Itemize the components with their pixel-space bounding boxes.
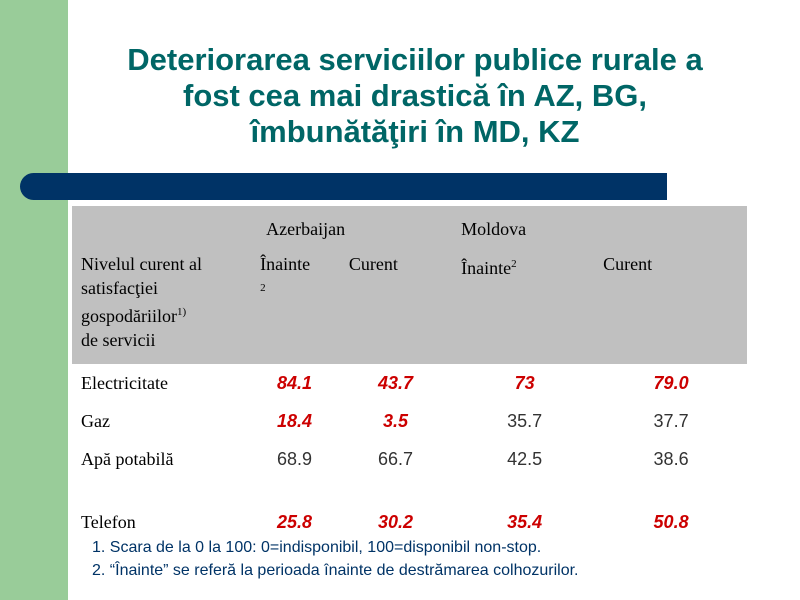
country-moldova: Moldova bbox=[461, 219, 527, 239]
az-before-value: 68.9 bbox=[276, 448, 313, 469]
row-header-line-2: satisfacţiei bbox=[81, 278, 158, 298]
column-header-row: Nivelul curent al satisfacţiei gospodări… bbox=[72, 242, 747, 364]
data-table-wrap: Azerbaijan Moldova Nivelul curent al sat… bbox=[72, 206, 747, 541]
az-current-value: 3.5 bbox=[382, 410, 408, 431]
table-row: Gaz 18.4 3.5 35.7 37.7 bbox=[72, 402, 747, 440]
blank-header-cell bbox=[72, 206, 252, 242]
md-before-label: Înainte bbox=[461, 258, 512, 278]
md-current-value: 38.6 bbox=[653, 448, 689, 469]
az-before-value: 18.4 bbox=[276, 410, 313, 431]
title-band bbox=[68, 0, 800, 172]
md-before-value: 35.7 bbox=[507, 410, 543, 431]
country-header-row: Azerbaijan Moldova bbox=[72, 206, 747, 242]
az-current-header: Curent bbox=[348, 254, 398, 274]
table-row: Telefon 25.8 30.2 35.4 50.8 bbox=[72, 503, 747, 541]
row-header-line-3: gospodăriilor bbox=[81, 306, 177, 326]
title-line-3: îmbunătăţiri în MD, KZ bbox=[250, 114, 580, 149]
md-before-value: 73 bbox=[514, 372, 535, 393]
md-before-value: 35.4 bbox=[507, 511, 543, 532]
md-before-value: 42.5 bbox=[507, 448, 543, 469]
table-row: Apă potabilă 68.9 66.7 42.5 38.6 bbox=[72, 440, 747, 478]
country-azerbaijan: Azerbaijan bbox=[266, 219, 346, 239]
row-label: Apă potabilă bbox=[81, 448, 174, 469]
az-before-header: Înainte 2 bbox=[252, 242, 337, 364]
md-current-value: 37.7 bbox=[653, 410, 689, 431]
md-before-header: Înainte2 bbox=[454, 242, 595, 364]
footnote-1: 1. Scara de la 0 la 100: 0=indisponibil,… bbox=[92, 539, 542, 556]
row-header-line-1: Nivelul curent al bbox=[81, 254, 202, 274]
slide-title: Deteriorarea serviciilor publice rurale … bbox=[70, 42, 760, 150]
row-label: Gaz bbox=[81, 410, 110, 431]
row-label: Electricitate bbox=[81, 372, 168, 393]
az-before-value: 25.8 bbox=[276, 511, 313, 532]
md-current-value: 50.8 bbox=[653, 511, 689, 532]
md-before-sup: 2 bbox=[511, 258, 517, 270]
row-header-line-4: de servicii bbox=[81, 330, 156, 350]
footnote-2: 2. “Înainte” se referă la perioada înain… bbox=[92, 562, 579, 579]
md-current-header: Curent bbox=[603, 254, 653, 274]
row-header-sup: 1) bbox=[177, 306, 187, 318]
title-line-2: fost cea mai drastică în AZ, BG, bbox=[183, 78, 647, 113]
footnotes: 1. Scara de la 0 la 100: 0=indisponibil,… bbox=[92, 536, 782, 582]
az-before-label: Înainte bbox=[260, 254, 311, 274]
table-row: Electricitate 84.1 43.7 73 79.0 bbox=[72, 364, 747, 402]
az-current-value: 66.7 bbox=[377, 448, 413, 469]
services-table: Azerbaijan Moldova Nivelul curent al sat… bbox=[72, 206, 747, 541]
spacer-row bbox=[72, 478, 747, 503]
divider-bar bbox=[20, 173, 667, 200]
az-before-value: 84.1 bbox=[276, 372, 313, 393]
row-label: Telefon bbox=[81, 511, 136, 532]
row-header-label: Nivelul curent al satisfacţiei gospodări… bbox=[72, 242, 252, 364]
az-before-sup: 2 bbox=[260, 282, 266, 294]
md-current-value: 79.0 bbox=[653, 372, 689, 393]
spacer-cell bbox=[72, 478, 747, 503]
az-current-value: 30.2 bbox=[377, 511, 413, 532]
title-line-1: Deteriorarea serviciilor publice rurale … bbox=[127, 42, 703, 77]
az-current-value: 43.7 bbox=[377, 372, 413, 393]
